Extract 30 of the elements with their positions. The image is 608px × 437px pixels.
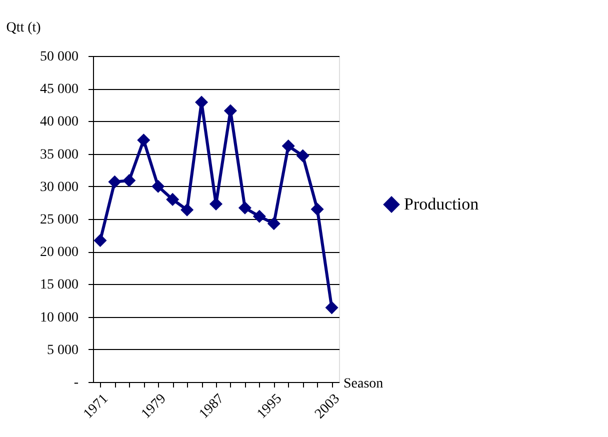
legend-label: Production <box>404 194 480 214</box>
point <box>282 139 295 152</box>
x-axis-title: Season <box>344 376 384 392</box>
y-tick-label: 25 000 <box>40 212 78 228</box>
point <box>166 192 180 206</box>
y-tick-label: 50 000 <box>40 50 78 64</box>
y-axis-title: Qtt (t) <box>6 20 42 36</box>
point <box>152 180 165 193</box>
point <box>296 149 310 162</box>
point <box>267 217 280 230</box>
point <box>94 234 107 248</box>
point <box>180 203 194 216</box>
point <box>238 201 252 214</box>
point <box>310 202 324 216</box>
point <box>224 104 237 118</box>
y-tick-label: 15 000 <box>40 278 78 293</box>
y-tick-label: 45 000 <box>40 82 78 98</box>
point <box>252 210 266 223</box>
y-tick-label: 10 000 <box>40 310 78 326</box>
point <box>325 301 338 314</box>
y-tick-label: 35 000 <box>40 147 78 162</box>
point <box>137 134 150 147</box>
y-tick-label: 20 000 <box>40 245 78 260</box>
point <box>122 174 136 188</box>
y-tick-label: 30 000 <box>40 180 78 195</box>
point <box>108 175 122 188</box>
y-tick-label: - <box>74 376 79 390</box>
y-tick-label: 40 000 <box>40 114 78 130</box>
point <box>195 96 208 109</box>
y-tick-label: 5 000 <box>47 342 78 358</box>
